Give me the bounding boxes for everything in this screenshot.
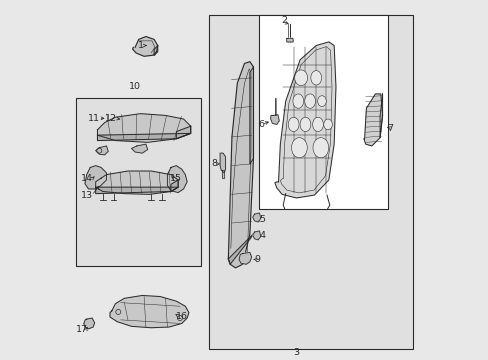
Polygon shape	[96, 171, 178, 194]
Polygon shape	[249, 67, 253, 164]
Ellipse shape	[287, 117, 298, 132]
Polygon shape	[228, 234, 253, 264]
Text: 4: 4	[259, 231, 265, 240]
Text: 6: 6	[258, 120, 264, 129]
Polygon shape	[379, 94, 382, 138]
Text: 15: 15	[170, 175, 182, 184]
Text: 1: 1	[137, 41, 143, 50]
Polygon shape	[85, 166, 106, 189]
Polygon shape	[286, 39, 293, 42]
Polygon shape	[110, 296, 188, 328]
Polygon shape	[239, 252, 251, 264]
Polygon shape	[220, 153, 225, 173]
Polygon shape	[221, 170, 224, 178]
Polygon shape	[274, 42, 335, 198]
Ellipse shape	[312, 138, 328, 158]
Polygon shape	[96, 146, 108, 155]
Polygon shape	[176, 126, 190, 139]
Text: 14: 14	[81, 175, 93, 184]
Polygon shape	[154, 45, 158, 55]
Ellipse shape	[294, 70, 307, 86]
Polygon shape	[228, 62, 253, 268]
Polygon shape	[97, 114, 190, 142]
Ellipse shape	[310, 71, 321, 85]
Polygon shape	[171, 180, 178, 192]
Polygon shape	[252, 231, 260, 240]
Ellipse shape	[312, 117, 323, 132]
Polygon shape	[83, 318, 94, 329]
Polygon shape	[363, 94, 382, 146]
Text: 13: 13	[81, 191, 93, 200]
Text: 16: 16	[175, 312, 187, 321]
Bar	[76, 98, 201, 266]
Text: 8: 8	[211, 159, 217, 168]
Text: 5: 5	[259, 215, 265, 224]
Polygon shape	[252, 213, 260, 222]
Polygon shape	[96, 187, 178, 194]
Bar	[258, 15, 387, 209]
Text: 11: 11	[88, 114, 100, 123]
Polygon shape	[131, 144, 147, 153]
Ellipse shape	[304, 94, 315, 108]
Ellipse shape	[300, 117, 310, 132]
Text: 3: 3	[293, 348, 299, 357]
Polygon shape	[132, 37, 158, 56]
Text: 10: 10	[129, 82, 141, 91]
Ellipse shape	[292, 94, 303, 108]
Polygon shape	[97, 134, 190, 140]
Bar	[208, 15, 412, 348]
Text: 12: 12	[105, 114, 117, 123]
Text: 7: 7	[386, 123, 392, 132]
Polygon shape	[167, 166, 187, 193]
Ellipse shape	[323, 119, 332, 130]
Ellipse shape	[317, 96, 325, 107]
Ellipse shape	[291, 138, 306, 158]
Text: 17: 17	[76, 325, 88, 334]
Polygon shape	[270, 115, 279, 125]
Text: 9: 9	[254, 255, 260, 264]
Text: 2: 2	[281, 16, 286, 25]
